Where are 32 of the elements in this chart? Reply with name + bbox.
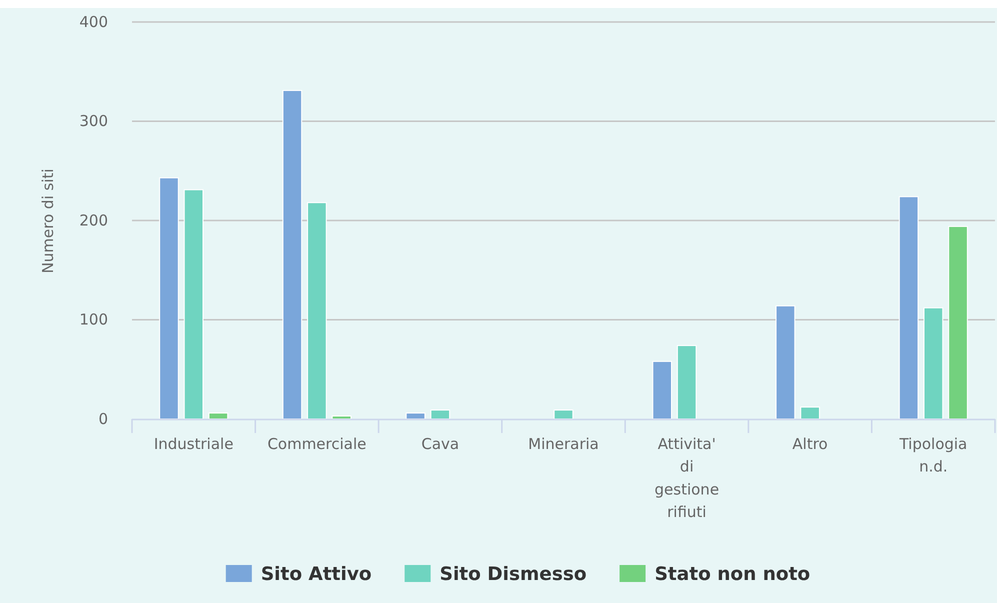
bar (776, 305, 796, 420)
legend-label: Sito Attivo (260, 564, 372, 585)
y-tick-label: 300 (79, 112, 108, 130)
x-tick-label: Commerciale (267, 435, 366, 453)
bar (159, 177, 179, 420)
bar (898, 196, 919, 420)
y-tick-label: 0 (98, 410, 108, 428)
bar (923, 307, 944, 420)
bar (406, 412, 426, 420)
y-tick-label: 400 (79, 12, 108, 31)
bar (554, 410, 574, 420)
y-tick-label: 100 (79, 310, 108, 329)
x-tick-label: Mineraria (528, 435, 599, 453)
bar (948, 226, 968, 420)
x-tick-label: Attivita' di gestione rifiuti (654, 435, 720, 522)
y-axis-title: Numero di siti (39, 168, 57, 274)
x-tick-label: Tipologia n.d. (898, 435, 968, 476)
bar (282, 90, 302, 420)
bar (676, 345, 697, 420)
legend-label: Stato non noto (654, 564, 810, 585)
bar (184, 189, 204, 420)
bar (800, 406, 820, 420)
bar (307, 202, 327, 420)
x-tick-label: Industriale (154, 435, 234, 453)
bar (208, 412, 228, 420)
bar (332, 416, 352, 420)
y-tick-label: 200 (79, 211, 108, 230)
bar (652, 360, 672, 420)
bar (430, 410, 450, 420)
x-tick-label: Altro (792, 435, 828, 453)
x-tick-label: Cava (421, 435, 460, 453)
legend-label: Sito Dismesso (440, 564, 587, 585)
